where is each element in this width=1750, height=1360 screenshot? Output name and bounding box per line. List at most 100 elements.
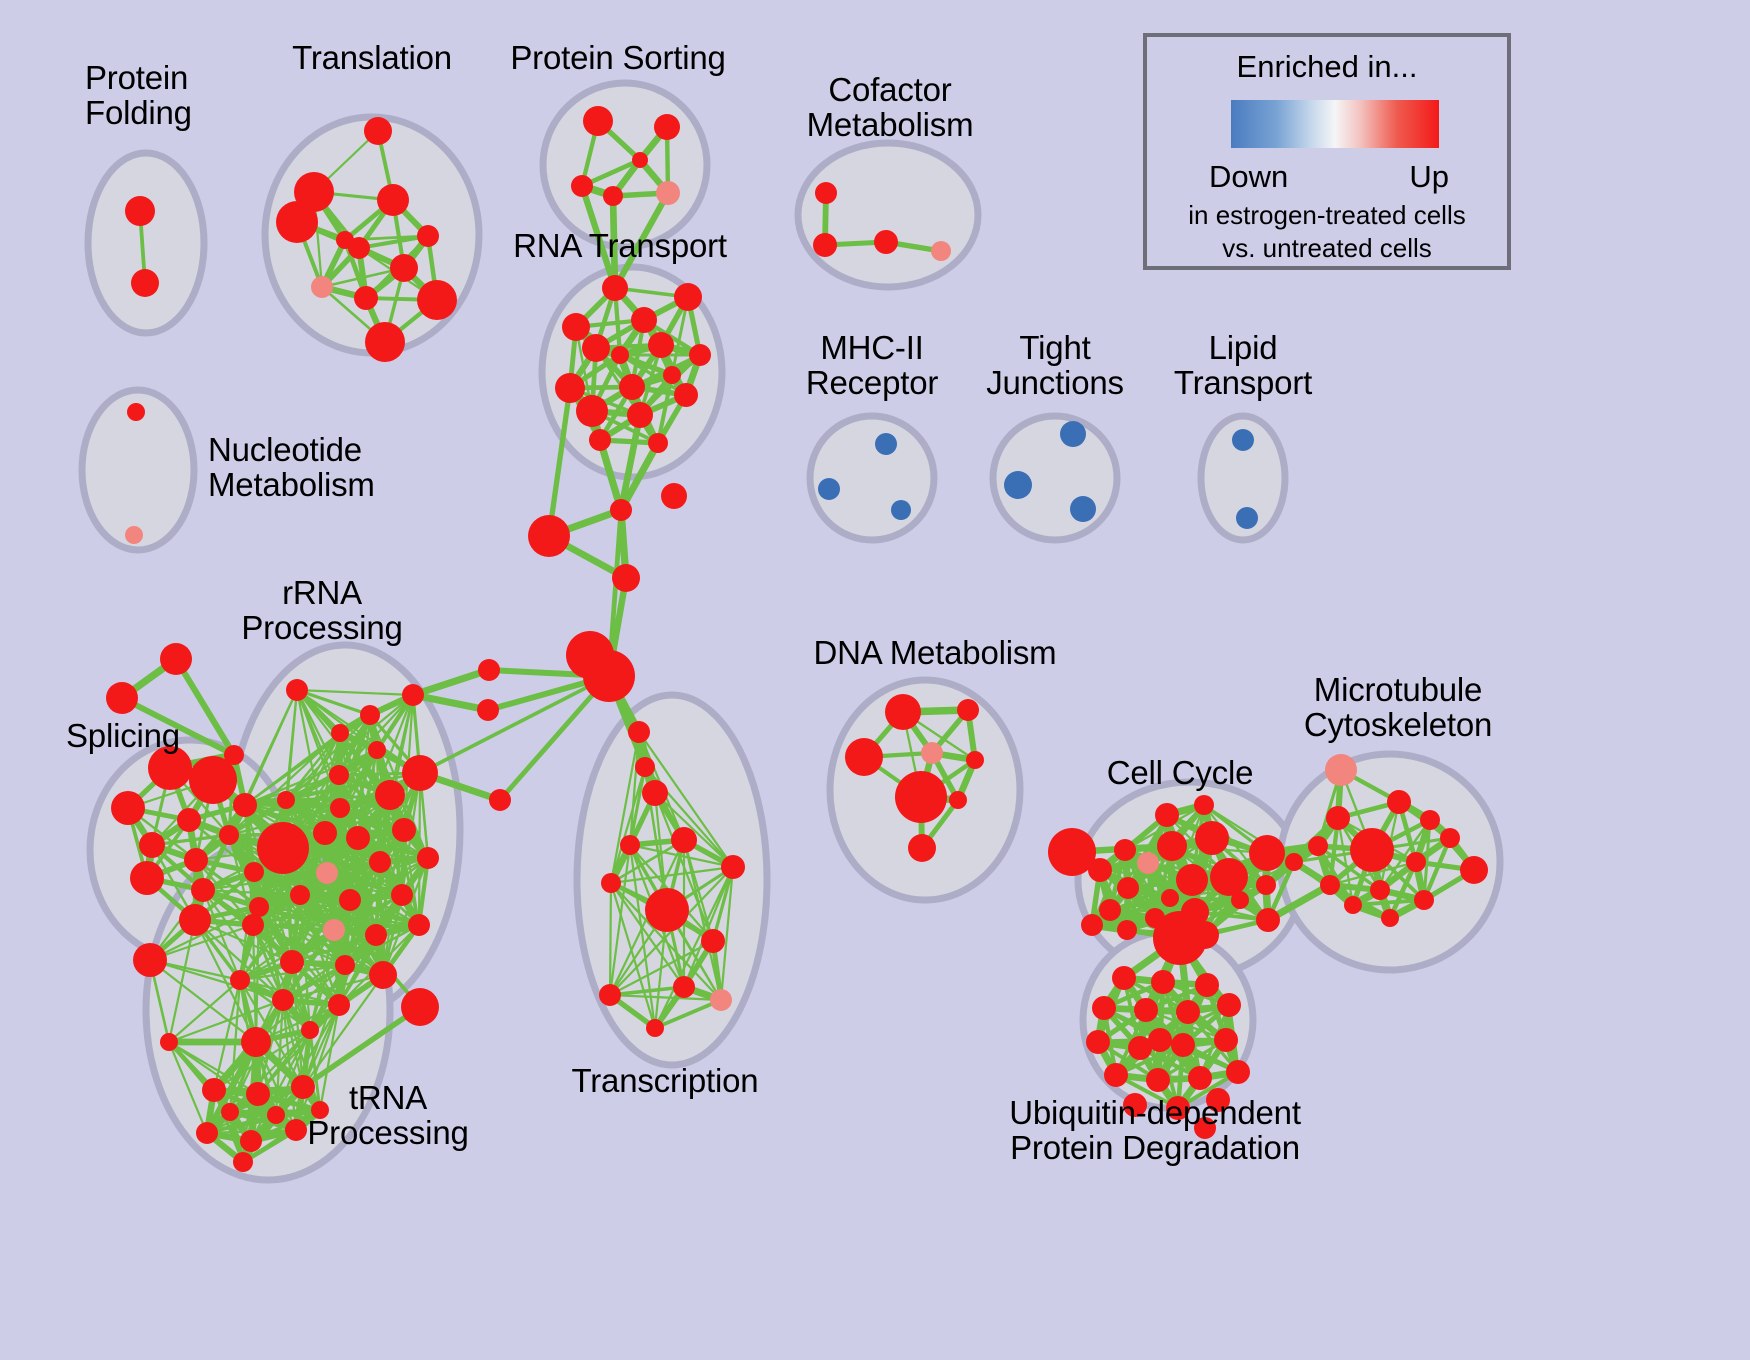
network-node[interactable] [1194,1117,1216,1139]
network-node[interactable] [1194,795,1214,815]
network-node[interactable] [1326,806,1350,830]
network-node[interactable] [1070,496,1096,522]
network-node[interactable] [528,515,570,557]
network-node[interactable] [1285,853,1303,871]
network-node[interactable] [1232,429,1254,451]
network-node[interactable] [219,825,239,845]
network-node[interactable] [661,483,687,509]
network-node[interactable] [311,276,333,298]
network-node[interactable] [1308,836,1328,856]
network-node[interactable] [375,780,405,810]
network-node[interactable] [602,275,628,301]
network-node[interactable] [601,873,621,893]
network-node[interactable] [582,334,610,362]
network-node[interactable] [1195,973,1219,997]
network-node[interactable] [1137,852,1159,874]
network-node[interactable] [1151,970,1175,994]
network-node[interactable] [301,1021,319,1039]
network-node[interactable] [417,847,439,869]
network-node[interactable] [1195,821,1229,855]
network-node[interactable] [562,313,590,341]
network-node[interactable] [280,950,304,974]
network-node[interactable] [244,862,264,882]
network-node[interactable] [106,682,138,714]
network-node[interactable] [1123,1093,1147,1117]
network-node[interactable] [1210,858,1248,896]
network-node[interactable] [689,344,711,366]
cluster-ellipse-lipid-transport[interactable] [1197,412,1289,544]
network-node[interactable] [611,346,629,364]
network-node[interactable] [674,283,702,311]
network-node[interactable] [1088,858,1112,882]
network-node[interactable] [656,181,680,205]
network-node[interactable] [221,1103,239,1121]
network-node[interactable] [360,705,380,725]
network-node[interactable] [1320,875,1340,895]
network-node[interactable] [673,976,695,998]
network-node[interactable] [949,791,967,809]
network-node[interactable] [589,429,611,451]
network-node[interactable] [335,955,355,975]
network-node[interactable] [1114,839,1136,861]
network-node[interactable] [1161,889,1179,907]
network-node[interactable] [620,835,640,855]
network-node[interactable] [1171,1033,1195,1057]
network-node[interactable] [583,650,635,702]
network-node[interactable] [313,821,337,845]
network-node[interactable] [148,746,192,790]
network-node[interactable] [1157,831,1187,861]
network-node[interactable] [721,855,745,879]
network-node[interactable] [1104,1063,1128,1087]
network-node[interactable] [131,269,159,297]
network-node[interactable] [1060,421,1086,447]
network-node[interactable] [160,643,192,675]
network-node[interactable] [891,500,911,520]
network-node[interactable] [125,196,155,226]
network-node[interactable] [1086,1030,1110,1054]
network-node[interactable] [1249,835,1285,871]
network-node[interactable] [1153,911,1207,965]
network-node[interactable] [1112,966,1136,990]
network-node[interactable] [127,403,145,421]
network-node[interactable] [642,780,668,806]
network-node[interactable] [583,106,613,136]
network-node[interactable] [671,827,697,853]
network-node[interactable] [365,924,387,946]
network-node[interactable] [648,433,668,453]
network-node[interactable] [612,564,640,592]
network-node[interactable] [417,225,439,247]
network-node[interactable] [233,793,257,817]
network-node[interactable] [701,929,725,953]
network-node[interactable] [1004,471,1032,499]
network-node[interactable] [957,699,979,721]
network-node[interactable] [328,994,350,1016]
network-node[interactable] [179,904,211,936]
network-node[interactable] [177,808,201,832]
network-node[interactable] [674,383,698,407]
network-node[interactable] [184,848,208,872]
network-node[interactable] [1048,828,1096,876]
network-node[interactable] [311,1101,329,1119]
network-node[interactable] [291,1075,315,1099]
network-node[interactable] [1148,1028,1172,1052]
network-node[interactable] [417,280,457,320]
network-node[interactable] [576,395,608,427]
cluster-ellipse-protein-folding[interactable] [84,149,208,337]
network-node[interactable] [323,919,345,941]
network-node[interactable] [294,172,334,212]
network-node[interactable] [241,1027,271,1057]
network-node[interactable] [632,152,648,168]
network-node[interactable] [818,478,840,500]
network-node[interactable] [401,988,439,1026]
cluster-ellipse-mhc-ii-receptor[interactable] [806,412,938,544]
network-node[interactable] [1081,914,1103,936]
network-node[interactable] [1188,1066,1212,1090]
network-node[interactable] [555,373,585,403]
network-node[interactable] [196,1122,218,1144]
network-node[interactable] [489,789,511,811]
network-node[interactable] [402,684,424,706]
network-node[interactable] [1166,1096,1190,1120]
network-node[interactable] [875,433,897,455]
network-node[interactable] [1117,920,1137,940]
network-node[interactable] [931,241,951,261]
